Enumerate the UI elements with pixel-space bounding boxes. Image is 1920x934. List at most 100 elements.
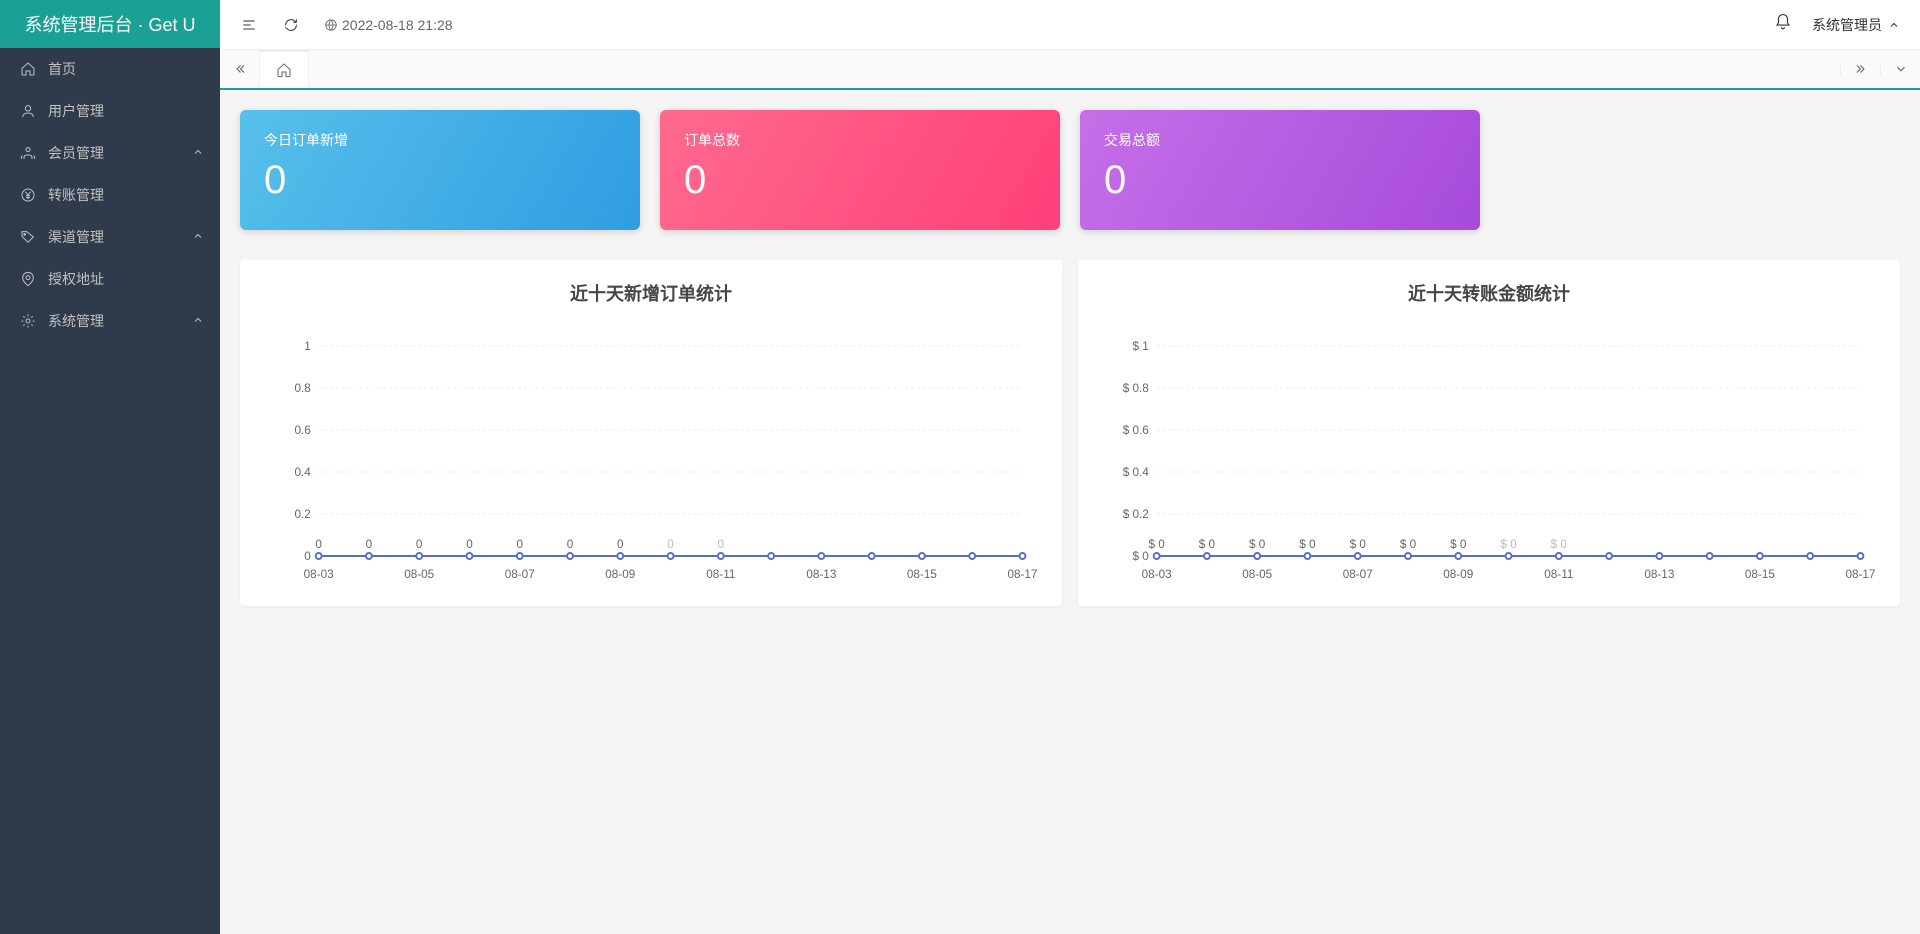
svg-text:0: 0 <box>617 537 624 551</box>
yen-icon <box>20 187 36 203</box>
sidebar-item-1[interactable]: 用户管理 <box>0 90 220 132</box>
svg-text:0: 0 <box>516 537 523 551</box>
stat-title: 交易总额 <box>1104 130 1456 150</box>
svg-text:08-03: 08-03 <box>1142 567 1172 581</box>
svg-text:$ 0: $ 0 <box>1199 537 1216 551</box>
svg-text:0: 0 <box>304 549 311 563</box>
home-icon <box>276 62 292 78</box>
svg-text:$ 0: $ 0 <box>1400 537 1417 551</box>
stat-value: 0 <box>684 158 1036 203</box>
svg-text:08-15: 08-15 <box>907 567 937 581</box>
collapse-sidebar-icon[interactable] <box>240 16 258 34</box>
svg-text:08-17: 08-17 <box>1845 567 1875 581</box>
timestamp-text: 2022-08-18 21:28 <box>342 17 453 33</box>
svg-text:0: 0 <box>416 537 423 551</box>
tab-bar <box>220 50 1920 90</box>
svg-text:$ 0.2: $ 0.2 <box>1123 507 1149 521</box>
svg-text:0: 0 <box>366 537 373 551</box>
svg-text:$ 0.8: $ 0.8 <box>1123 381 1149 395</box>
notifications-icon[interactable] <box>1774 13 1792 36</box>
svg-text:$ 0: $ 0 <box>1500 537 1517 551</box>
svg-text:0: 0 <box>466 537 473 551</box>
tag-icon <box>20 229 36 245</box>
svg-text:$ 1: $ 1 <box>1133 339 1150 353</box>
topbar: 2022-08-18 21:28 系统管理员 <box>220 0 1920 50</box>
sidebar-item-label: 会员管理 <box>48 143 104 163</box>
svg-text:08-05: 08-05 <box>1242 567 1272 581</box>
svg-text:08-11: 08-11 <box>706 567 736 581</box>
chevron-up-icon <box>192 229 204 245</box>
stat-card-2: 交易总额 0 <box>1080 110 1480 230</box>
sidebar-item-5[interactable]: 授权地址 <box>0 258 220 300</box>
stat-card-1: 订单总数 0 <box>660 110 1060 230</box>
tabs-container <box>260 50 1840 88</box>
svg-text:08-09: 08-09 <box>1443 567 1473 581</box>
svg-text:08-17: 08-17 <box>1007 567 1037 581</box>
stat-value: 0 <box>264 158 616 203</box>
sidebar: 系统管理后台 · Get U 首页 用户管理 会员管理 转账管理 渠道管理 授权… <box>0 0 220 934</box>
sidebar-item-label: 用户管理 <box>48 101 104 121</box>
charts-row: 近十天新增订单统计 00.20.40.60.8108-0308-0508-070… <box>240 260 1900 606</box>
sidebar-item-label: 转账管理 <box>48 185 104 205</box>
user-name: 系统管理员 <box>1812 15 1882 35</box>
svg-text:0: 0 <box>718 537 725 551</box>
svg-text:$ 0: $ 0 <box>1350 537 1367 551</box>
svg-text:$ 0: $ 0 <box>1133 549 1150 563</box>
stat-title: 订单总数 <box>684 130 1036 150</box>
stats-row: 今日订单新增 0 订单总数 0 交易总额 0 <box>240 110 1900 230</box>
svg-text:08-13: 08-13 <box>806 567 836 581</box>
svg-text:$ 0: $ 0 <box>1299 537 1316 551</box>
user-dropdown[interactable]: 系统管理员 <box>1812 15 1900 35</box>
svg-text:0.2: 0.2 <box>295 507 311 521</box>
sidebar-item-6[interactable]: 系统管理 <box>0 300 220 342</box>
chevron-up-icon <box>192 313 204 329</box>
sidebar-item-0[interactable]: 首页 <box>0 48 220 90</box>
svg-text:08-13: 08-13 <box>1644 567 1674 581</box>
stat-card-0: 今日订单新增 0 <box>240 110 640 230</box>
tab-scroll-left[interactable] <box>220 50 260 88</box>
chart-card-1: 近十天转账金额统计 $ 0 $ 0.2 $ 0.4 $ 0.6 $ 0.8 $ 1 08-0… <box>1078 260 1900 606</box>
svg-text:$ 0: $ 0 <box>1249 537 1266 551</box>
tab-home[interactable] <box>259 50 309 88</box>
svg-text:0.4: 0.4 <box>295 465 312 479</box>
app-title: 系统管理后台 · Get U <box>24 11 195 37</box>
svg-text:08-07: 08-07 <box>505 567 535 581</box>
svg-text:08-11: 08-11 <box>1544 567 1574 581</box>
stat-value: 0 <box>1104 158 1456 203</box>
sidebar-item-3[interactable]: 转账管理 <box>0 174 220 216</box>
svg-text:08-03: 08-03 <box>304 567 334 581</box>
svg-text:0.8: 0.8 <box>295 381 312 395</box>
svg-text:$ 0: $ 0 <box>1450 537 1467 551</box>
sidebar-menu: 首页 用户管理 会员管理 转账管理 渠道管理 授权地址 系统管理 <box>0 48 220 342</box>
tab-more-dropdown[interactable] <box>1880 62 1920 76</box>
sidebar-item-label: 渠道管理 <box>48 227 104 247</box>
sidebar-item-label: 首页 <box>48 59 76 79</box>
svg-text:08-09: 08-09 <box>605 567 635 581</box>
sidebar-item-label: 系统管理 <box>48 311 104 331</box>
main-area: 2022-08-18 21:28 系统管理员 <box>220 0 1920 934</box>
svg-text:$ 0: $ 0 <box>1148 537 1165 551</box>
sidebar-item-4[interactable]: 渠道管理 <box>0 216 220 258</box>
svg-text:08-15: 08-15 <box>1745 567 1775 581</box>
svg-text:1: 1 <box>304 339 311 353</box>
tab-scroll-right[interactable] <box>1840 62 1880 76</box>
svg-text:0: 0 <box>667 537 674 551</box>
svg-text:$ 0.4: $ 0.4 <box>1123 465 1149 479</box>
user-icon <box>20 103 36 119</box>
sidebar-item-2[interactable]: 会员管理 <box>0 132 220 174</box>
member-icon <box>20 145 36 161</box>
chart-title: 近十天转账金额统计 <box>1098 280 1880 306</box>
chart-title: 近十天新增订单统计 <box>260 280 1042 306</box>
chart-plot: $ 0 $ 0.2 $ 0.4 $ 0.6 $ 0.8 $ 1 08-03 08-05 08-0… <box>1098 326 1880 586</box>
svg-text:$ 0.6: $ 0.6 <box>1123 423 1149 437</box>
chart-card-0: 近十天新增订单统计 00.20.40.60.8108-0308-0508-070… <box>240 260 1062 606</box>
gear-icon <box>20 313 36 329</box>
svg-text:08-05: 08-05 <box>404 567 434 581</box>
home-icon <box>20 61 36 77</box>
sidebar-item-label: 授权地址 <box>48 269 104 289</box>
stat-title: 今日订单新增 <box>264 130 616 150</box>
chevron-up-icon <box>192 145 204 161</box>
refresh-icon[interactable] <box>282 16 300 34</box>
chart-plot: 00.20.40.60.8108-0308-0508-0708-0908-110… <box>260 326 1042 586</box>
svg-text:0: 0 <box>315 537 322 551</box>
